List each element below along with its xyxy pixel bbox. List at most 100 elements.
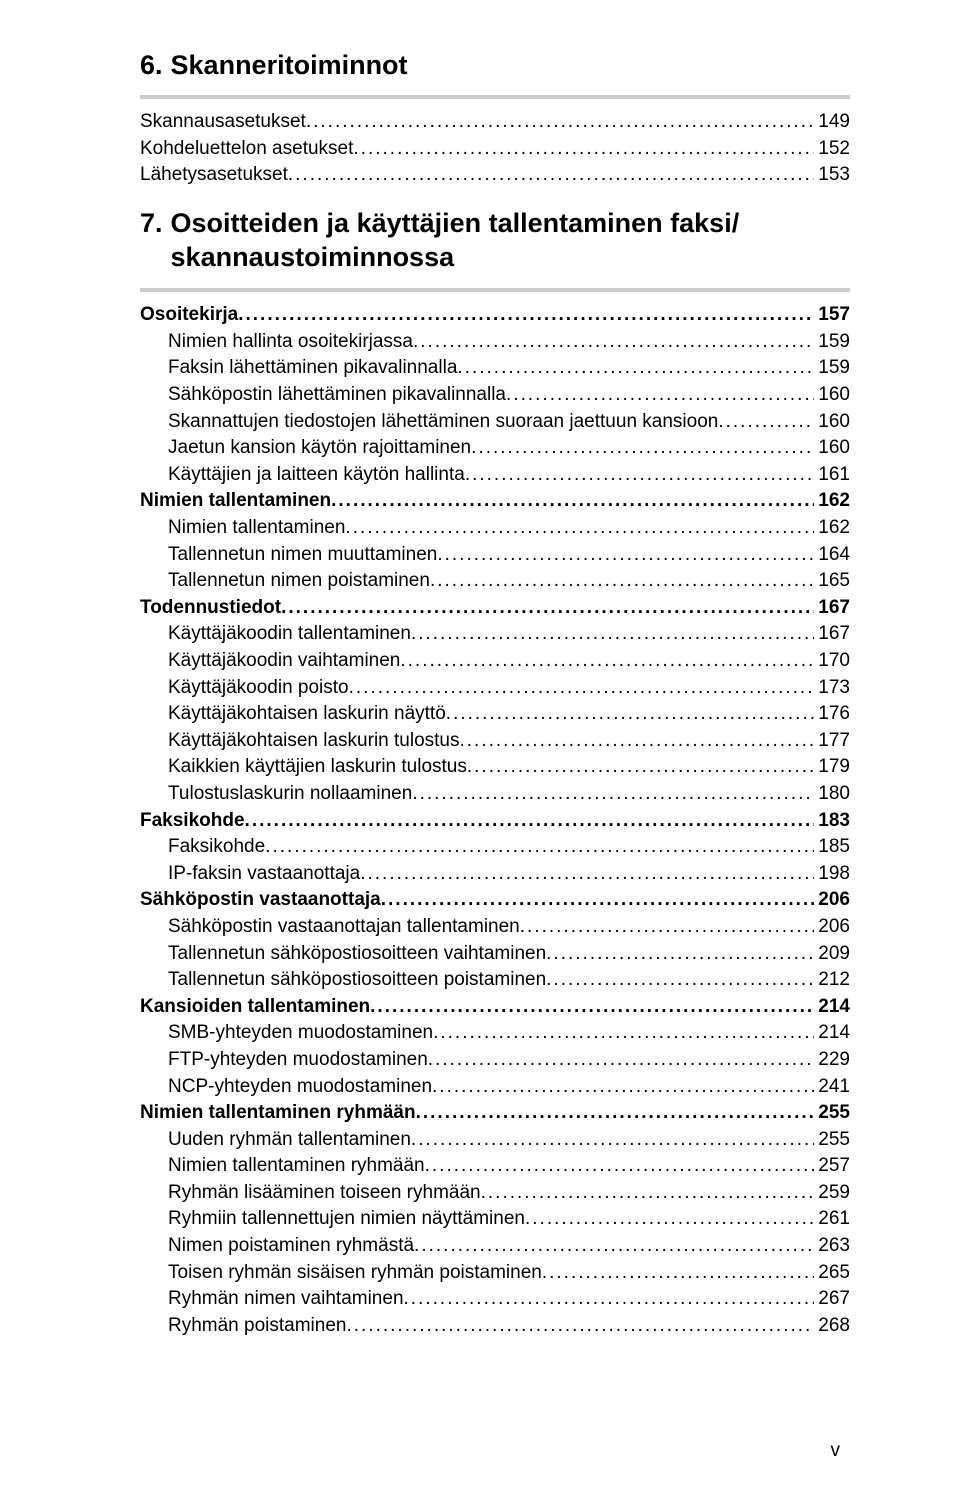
- toc-leader-dots: ........................................…: [460, 728, 815, 755]
- toc-page-number: 263: [814, 1233, 850, 1260]
- toc-label: Todennustiedot: [140, 595, 281, 622]
- toc-page-number: 162: [814, 488, 850, 515]
- toc-line: Nimien tallentaminen....................…: [140, 515, 850, 542]
- toc-page-number: 229: [814, 1047, 850, 1074]
- toc-page-number: 177: [814, 728, 850, 755]
- toc-leader-dots: ........................................…: [430, 568, 814, 595]
- toc-line: Käyttäjäkohtaisen laskurin tulostus.....…: [140, 728, 850, 755]
- toc-page-number: 160: [814, 409, 850, 436]
- toc-leader-dots: ........................................…: [433, 1020, 814, 1047]
- toc-leader-dots: ........................................…: [413, 329, 814, 356]
- toc-leader-dots: ........................................…: [281, 595, 814, 622]
- toc-page-number: 161: [814, 462, 850, 489]
- toc-section: Skannausasetukset.......................…: [140, 109, 850, 189]
- toc-label: FTP-yhteyden muodostaminen: [168, 1047, 428, 1074]
- toc-label: Faksikohde: [140, 808, 245, 835]
- toc-line: Käyttäjien ja laitteen käytön hallinta..…: [140, 462, 850, 489]
- page-number: v: [831, 1440, 841, 1462]
- toc-label: Käyttäjäkoodin vaihtaminen: [168, 648, 400, 675]
- toc-leader-dots: ........................................…: [506, 382, 814, 409]
- toc-line: Käyttäjäkoodin tallentaminen............…: [140, 621, 850, 648]
- toc-leader-dots: ........................................…: [331, 488, 814, 515]
- toc-page-number: 214: [814, 994, 850, 1021]
- toc-line: Faksin lähettäminen pikavalinnalla......…: [140, 355, 850, 382]
- toc-line: Tulostuslaskurin nollaaminen............…: [140, 781, 850, 808]
- toc-label: Faksin lähettäminen pikavalinnalla: [168, 355, 457, 382]
- toc-label: Kansioiden tallentaminen: [140, 994, 370, 1021]
- toc-leader-dots: ........................................…: [346, 1313, 814, 1340]
- toc-page-number: 261: [814, 1206, 850, 1233]
- toc-label: Toisen ryhmän sisäisen ryhmän poistamine…: [168, 1260, 542, 1287]
- toc-page-number: 165: [814, 568, 850, 595]
- toc-line: NCP-yhteyden muodostaminen..............…: [140, 1074, 850, 1101]
- toc-page-number: 179: [814, 754, 850, 781]
- toc-line: Nimien tallentaminen....................…: [140, 488, 850, 515]
- toc-line: Sähköpostin vastaanottaja...............…: [140, 887, 850, 914]
- toc-label: Ryhmän poistaminen: [168, 1313, 346, 1340]
- toc-page-number: 265: [814, 1260, 850, 1287]
- toc-label: Faksikohde: [168, 834, 265, 861]
- toc-leader-dots: ........................................…: [245, 808, 815, 835]
- toc-line: Tallennetun sähköpostiosoitteen vaihtami…: [140, 941, 850, 968]
- toc-label: Nimien tallentaminen ryhmään: [140, 1100, 416, 1127]
- toc-label: Tallennetun nimen poistaminen: [168, 568, 430, 595]
- toc-line: Ryhmän nimen vaihtaminen................…: [140, 1286, 850, 1313]
- toc-leader-dots: ........................................…: [425, 1153, 815, 1180]
- toc-line: Kaikkien käyttäjien laskurin tulostus...…: [140, 754, 850, 781]
- toc-leader-dots: ........................................…: [437, 542, 814, 569]
- toc-page-number: 241: [814, 1074, 850, 1101]
- toc-page-number: 255: [814, 1127, 850, 1154]
- toc-leader-dots: ........................................…: [718, 409, 814, 436]
- toc-line: Nimien hallinta osoitekirjassa..........…: [140, 329, 850, 356]
- toc-page-number: 159: [814, 355, 850, 382]
- toc-line: Tallennetun sähköpostiosoitteen poistami…: [140, 967, 850, 994]
- toc-leader-dots: ........................................…: [546, 967, 814, 994]
- toc-label: Sähköpostin lähettäminen pikavalinnalla: [168, 382, 506, 409]
- toc-line: Käyttäjäkoodin poisto...................…: [140, 675, 850, 702]
- toc-label: Ryhmän nimen vaihtaminen: [168, 1286, 404, 1313]
- toc-label: NCP-yhteyden muodostaminen: [168, 1074, 432, 1101]
- toc-page: 6. Skanneritoiminnot Skannausasetukset..…: [0, 0, 960, 1506]
- toc-label: SMB-yhteyden muodostaminen: [168, 1020, 433, 1047]
- toc-page-number: 259: [814, 1180, 850, 1207]
- toc-page-number: 257: [814, 1153, 850, 1180]
- toc-label: Uuden ryhmän tallentaminen: [168, 1127, 411, 1154]
- toc-label: Ryhmän lisääminen toiseen ryhmään: [168, 1180, 481, 1207]
- toc-label: IP-faksin vastaanottaja: [168, 861, 360, 888]
- toc-page-number: 149: [814, 109, 850, 136]
- toc-page-number: 206: [814, 914, 850, 941]
- toc-leader-dots: ........................................…: [416, 1100, 815, 1127]
- toc-page-number: 160: [814, 435, 850, 462]
- toc-line: Käyttäjäkohtaisen laskurin näyttö.......…: [140, 701, 850, 728]
- toc-line: IP-faksin vastaanottaja.................…: [140, 861, 850, 888]
- toc-leader-dots: ........................................…: [404, 1286, 815, 1313]
- toc-label: Ryhmiin tallennettujen nimien näyttämine…: [168, 1206, 525, 1233]
- toc-label: Nimen poistaminen ryhmästä: [168, 1233, 414, 1260]
- toc-label: Käyttäjäkoodin tallentaminen: [168, 621, 411, 648]
- chapter-heading: 6. Skanneritoiminnot: [140, 50, 850, 81]
- toc-page-number: 167: [814, 595, 850, 622]
- chapter-title-text: Osoitteiden ja käyttäjien tallentaminen …: [171, 207, 811, 275]
- toc-label: Tallennetun sähköpostiosoitteen poistami…: [168, 967, 546, 994]
- toc-line: Tallennetun nimen poistaminen...........…: [140, 568, 850, 595]
- toc-leader-dots: ........................................…: [446, 701, 815, 728]
- chapter-title-text: Skanneritoiminnot: [171, 50, 408, 81]
- toc-page-number: 162: [814, 515, 850, 542]
- toc-label: Kohdeluettelon asetukset: [140, 136, 353, 163]
- toc-leader-dots: ........................................…: [265, 834, 814, 861]
- toc-page-number: 214: [814, 1020, 850, 1047]
- toc-label: Skannausasetukset: [140, 109, 306, 136]
- toc-line: Faksikohde..............................…: [140, 834, 850, 861]
- toc-label: Nimien tallentaminen: [168, 515, 345, 542]
- toc-label: Nimien tallentaminen: [140, 488, 331, 515]
- toc-page-number: 198: [814, 861, 850, 888]
- toc-leader-dots: ........................................…: [306, 109, 814, 136]
- toc-label: Osoitekirja: [140, 302, 238, 329]
- toc-page-number: 206: [814, 887, 850, 914]
- toc-line: Käyttäjäkoodin vaihtaminen..............…: [140, 648, 850, 675]
- toc-page-number: 173: [814, 675, 850, 702]
- toc-line: Nimien tallentaminen ryhmään............…: [140, 1153, 850, 1180]
- toc-leader-dots: ........................................…: [345, 515, 814, 542]
- toc-label: Käyttäjäkoodin poisto: [168, 675, 349, 702]
- toc-page-number: 176: [814, 701, 850, 728]
